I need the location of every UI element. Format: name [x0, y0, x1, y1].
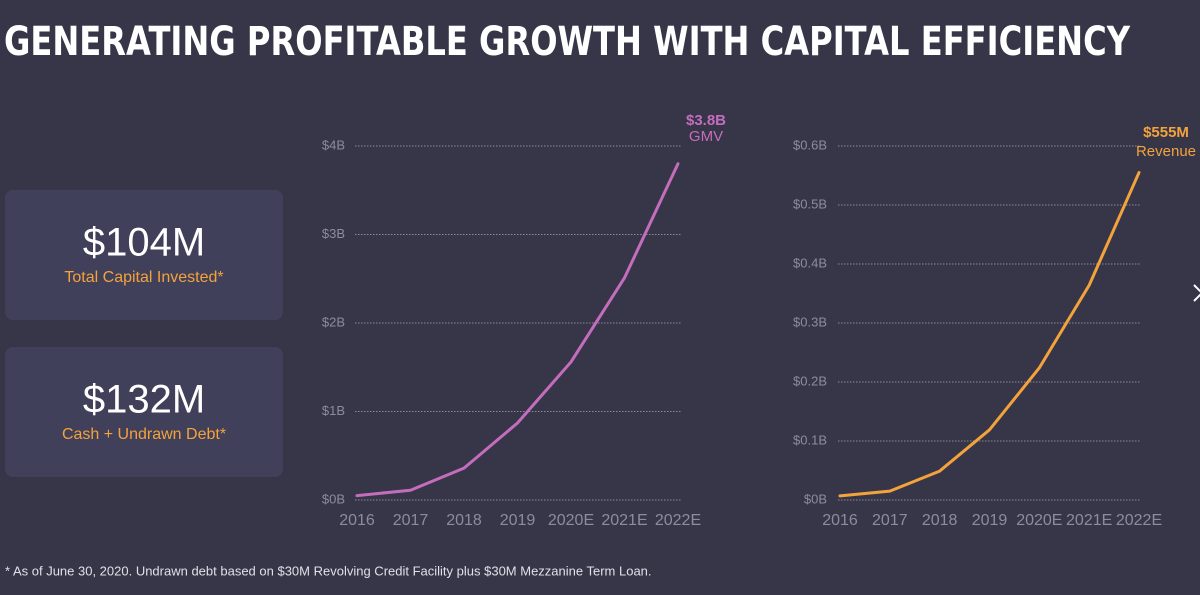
x-tick-label: 2021E: [1066, 512, 1112, 529]
y-tick-label: $0B: [804, 491, 827, 506]
x-tick-label: 2016: [822, 512, 858, 529]
value-label: $3.8B: [686, 112, 726, 129]
x-tick-label: 2022E: [1116, 512, 1162, 529]
line-series: [838, 171, 1141, 498]
y-tick-label: $0.1B: [793, 432, 827, 447]
x-tick-label: 2018: [922, 512, 958, 529]
x-tick-label: 2017: [393, 512, 429, 529]
stat-card: [5, 190, 283, 320]
x-tick-label: 2019: [972, 512, 1008, 529]
y-tick-label: $2B: [322, 314, 345, 329]
stat-card: [5, 347, 283, 477]
x-tick-label: 2020E: [548, 512, 594, 529]
stat-label: Total Capital Invested*: [64, 269, 223, 286]
line-series: [355, 162, 680, 498]
stat-value: $104M: [83, 221, 205, 265]
x-tick-label: 2016: [339, 512, 375, 529]
stat-label: Cash + Undrawn Debt*: [62, 426, 226, 443]
series-name: Revenue: [1136, 143, 1196, 160]
x-tick-label: 2020E: [1016, 512, 1062, 529]
y-tick-label: $0.2B: [793, 373, 827, 388]
x-tick-label: 2017: [872, 512, 908, 529]
y-tick-label: $4B: [322, 137, 345, 152]
y-tick-label: $0.3B: [793, 314, 827, 329]
value-label: $555M: [1143, 124, 1189, 141]
stat-value: $132M: [83, 378, 205, 422]
x-tick-label: 2022E: [655, 512, 701, 529]
y-tick-label: $0.5B: [793, 196, 827, 211]
y-tick-label: $0.4B: [793, 255, 827, 270]
x-tick-label: 2019: [500, 512, 536, 529]
y-tick-label: $3B: [322, 226, 345, 241]
footnote: * As of June 30, 2020. Undrawn debt base…: [5, 563, 652, 578]
y-tick-label: $0.6B: [793, 137, 827, 152]
x-tick-label: 2021E: [601, 512, 647, 529]
x-tick-label: 2018: [446, 512, 482, 529]
y-tick-label: $1B: [322, 403, 345, 418]
slide-title: GENERATING PROFITABLE GROWTH WITH CAPITA…: [4, 19, 1131, 65]
series-name: GMV: [689, 128, 723, 145]
y-tick-label: $0B: [322, 491, 345, 506]
next-arrow[interactable]: [1193, 284, 1200, 302]
